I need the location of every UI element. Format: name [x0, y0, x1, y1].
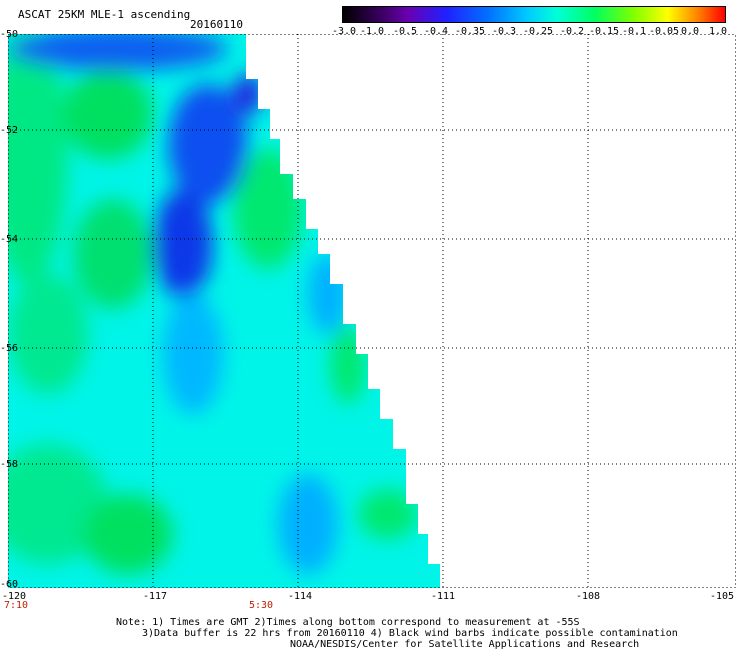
latitude-label: -58: [0, 459, 19, 470]
longitude-label: -105: [709, 591, 735, 602]
colorbar-tick: -0.4: [423, 26, 449, 37]
latitude-label: -56: [0, 343, 19, 354]
colorbar-tick: 1.0: [708, 26, 728, 37]
latitude-label: -50: [0, 29, 19, 40]
product-title: ASCAT 25KM MLE-1 ascending: [18, 8, 191, 21]
latitude-label: -52: [0, 125, 19, 136]
longitude-label: -114: [287, 591, 313, 602]
color-scale-bar: [342, 6, 726, 23]
wind-data-map: [8, 34, 736, 588]
colorbar-tick: -0.3: [491, 26, 517, 37]
longitude-label: -111: [430, 591, 456, 602]
longitude-label: -120: [1, 591, 27, 602]
colorbar-tick: -1.0: [359, 26, 385, 37]
note-line-1: Note: 1) Times are GMT 2)Times along bot…: [116, 617, 580, 628]
product-date: 20160110: [190, 18, 243, 31]
colorbar-tick: -0.5: [392, 26, 418, 37]
note-line-2: 3)Data buffer is 22 hrs from 20160110 4)…: [142, 628, 678, 639]
colorbar-tick: -0.05: [648, 26, 680, 37]
map-grid: [8, 34, 736, 588]
colorbar-tick: -0.1: [621, 26, 647, 37]
time-label: 5:30: [249, 600, 274, 611]
colorbar-tick: -0.25: [522, 26, 554, 37]
latitude-label: -60: [0, 579, 19, 590]
longitude-label: -117: [142, 591, 168, 602]
time-label: 7:10: [4, 600, 29, 611]
note-line-3: NOAA/NESDIS/Center for Satellite Applica…: [290, 639, 640, 650]
data-swath: [8, 34, 440, 588]
colorbar-tick: -0.2: [559, 26, 585, 37]
latitude-label: -54: [0, 234, 19, 245]
longitude-label: -108: [575, 591, 601, 602]
colorbar-tick: -0.15: [588, 26, 620, 37]
colorbar-tick: -0.35: [454, 26, 486, 37]
colorbar-tick: -3.0: [331, 26, 357, 37]
colorbar-tick: 0.0: [680, 26, 700, 37]
